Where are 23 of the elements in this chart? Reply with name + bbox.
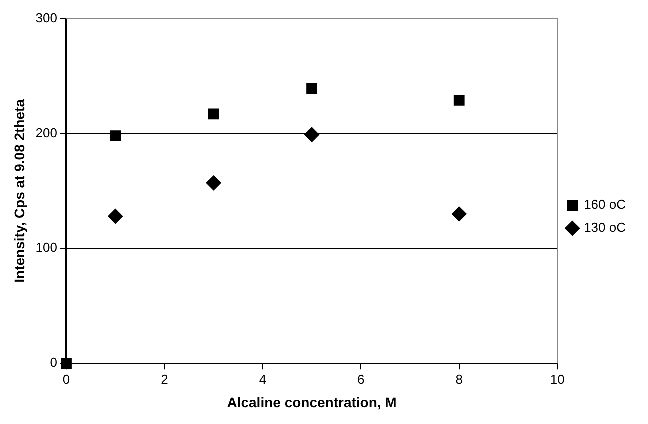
y-tick-label: 0 <box>50 355 58 370</box>
legend-label: 160 oC <box>584 197 626 212</box>
x-tick-label: 2 <box>161 372 168 387</box>
point <box>206 176 222 191</box>
y-tick-label: 100 <box>36 240 58 256</box>
point <box>110 130 122 142</box>
x-tick-label: 10 <box>550 372 565 387</box>
point <box>454 94 465 106</box>
point <box>306 83 318 94</box>
point <box>108 208 124 224</box>
point <box>208 108 220 120</box>
point <box>304 127 320 142</box>
x-tick-label: 4 <box>259 372 267 387</box>
x-axis-title: Alcaline concentration, M <box>227 394 397 410</box>
y-tick-label: 300 <box>36 10 58 26</box>
x-tick-label: 0 <box>62 372 70 387</box>
point <box>61 358 72 370</box>
point <box>452 206 467 222</box>
x-tick-label: 8 <box>456 372 463 387</box>
legend-label: 130 oC <box>584 220 626 236</box>
y-tick-label: 200 <box>36 125 58 140</box>
x-tick-label: 6 <box>358 372 365 387</box>
y-axis-title: Intensity, Cps at 9.08 2theta <box>11 99 28 283</box>
